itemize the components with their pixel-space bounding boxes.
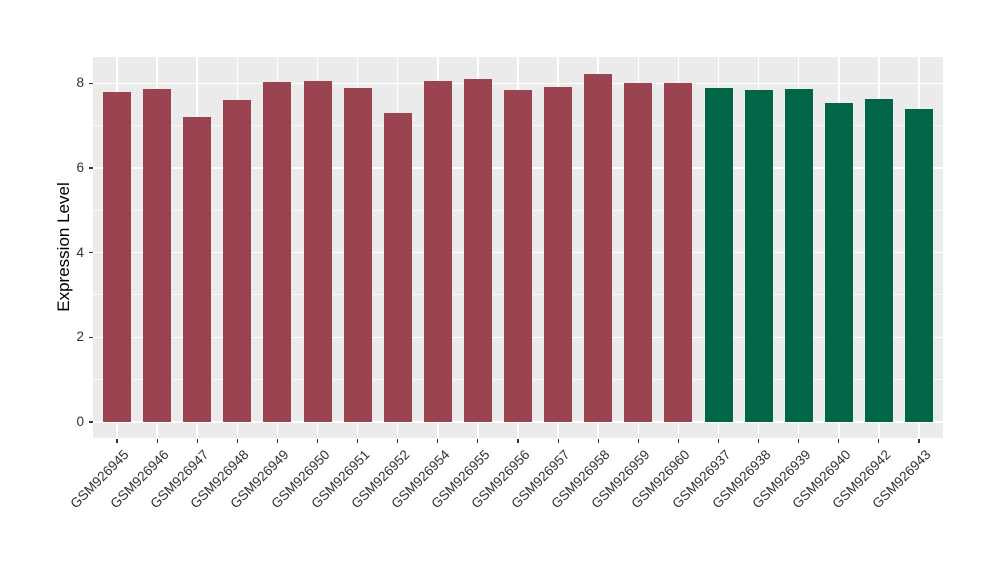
bar-GSM926940: [824, 102, 853, 422]
bar-GSM926957: [544, 87, 573, 422]
y-axis-tick: [89, 336, 93, 338]
x-axis-tick: [637, 439, 639, 443]
bar-GSM926956: [504, 89, 532, 422]
x-axis-tick: [798, 439, 800, 443]
x-axis-tick: [397, 439, 399, 443]
plot-panel: [93, 57, 943, 438]
x-axis-tick: [597, 439, 599, 443]
x-axis-tick: [918, 439, 920, 443]
bar-GSM926949: [263, 81, 292, 422]
x-axis-tick: [276, 439, 278, 443]
bar-GSM926939: [784, 88, 813, 422]
x-axis-tick: [557, 439, 559, 443]
y-axis-tick-label: 8: [76, 75, 84, 91]
bar-GSM926955: [463, 79, 492, 422]
y-axis-tick-label: 2: [76, 329, 84, 345]
y-axis-tick-label: 4: [76, 244, 84, 260]
bar-GSM926948: [223, 100, 252, 422]
bar-GSM926945: [103, 91, 131, 422]
bar-GSM926946: [143, 88, 172, 422]
y-axis-tick-label: 6: [76, 159, 84, 175]
x-axis-tick: [437, 439, 439, 443]
x-axis-tick: [878, 439, 880, 443]
bar-GSM926938: [744, 90, 773, 422]
bar-GSM926937: [704, 88, 733, 422]
bar-GSM926958: [584, 73, 613, 422]
x-axis-tick: [196, 439, 198, 443]
x-axis-tick: [517, 439, 519, 443]
bar-GSM926943: [905, 109, 933, 422]
x-axis-tick: [677, 439, 679, 443]
bar-GSM926950: [303, 80, 332, 422]
y-axis-tick: [89, 167, 93, 169]
y-axis-tick: [89, 252, 93, 254]
y-axis-tick: [89, 82, 93, 84]
bar-GSM926952: [383, 112, 412, 422]
x-axis-tick: [758, 439, 760, 443]
x-axis-tick: [357, 439, 359, 443]
bar-GSM926951: [343, 87, 372, 422]
x-axis-tick: [116, 439, 118, 443]
bar-GSM926954: [423, 81, 452, 422]
x-axis-tick: [316, 439, 319, 443]
y-axis-tick: [89, 421, 93, 423]
x-axis-tick: [156, 439, 158, 443]
bar-GSM926942: [864, 98, 893, 422]
x-axis-tick: [717, 439, 720, 443]
bar-GSM926959: [624, 82, 653, 422]
bar-GSM926947: [183, 116, 212, 422]
y-axis-tick-label: 0: [76, 414, 84, 429]
x-axis-tick: [838, 439, 840, 443]
x-axis-tick: [477, 439, 479, 443]
x-axis-tick: [236, 439, 238, 443]
bar-GSM926960: [664, 82, 693, 422]
